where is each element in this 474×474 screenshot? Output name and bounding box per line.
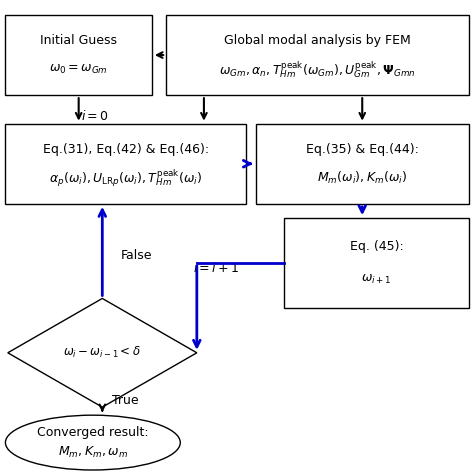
Text: $M_m(\omega_i), K_m(\omega_i)$: $M_m(\omega_i), K_m(\omega_i)$ — [317, 170, 407, 186]
Bar — [5, 124, 246, 204]
Text: $i = i+1$: $i = i+1$ — [192, 261, 239, 275]
Text: Eq. (45):: Eq. (45): — [349, 240, 403, 253]
Text: $\alpha_p(\omega_i), U_{\mathrm{LR}p}(\omega_i), T^{\mathrm{peak}}_{Hm}(\omega_i: $\alpha_p(\omega_i), U_{\mathrm{LR}p}(\o… — [49, 167, 202, 189]
Text: $\omega_0 = \omega_{Gm}$: $\omega_0 = \omega_{Gm}$ — [49, 63, 108, 76]
Text: $\omega_{i+1}$: $\omega_{i+1}$ — [361, 273, 392, 286]
Bar — [5, 15, 152, 95]
Text: Global modal analysis by FEM: Global modal analysis by FEM — [224, 34, 410, 47]
Text: $M_m, K_m, \omega_m$: $M_m, K_m, \omega_m$ — [58, 445, 128, 460]
Text: $\omega_{Gm}, \alpha_n, T^{\mathrm{peak}}_{Hm}(\omega_{Gm}), U^{\mathrm{peak}}_{: $\omega_{Gm}, \alpha_n, T^{\mathrm{peak}… — [219, 59, 416, 80]
Bar — [166, 15, 469, 95]
Text: Eq.(35) & Eq.(44):: Eq.(35) & Eq.(44): — [306, 143, 419, 156]
Bar — [284, 218, 469, 308]
Bar — [256, 124, 469, 204]
Text: Initial Guess: Initial Guess — [40, 34, 117, 47]
Text: False: False — [121, 249, 153, 263]
Text: Eq.(31), Eq.(42) & Eq.(46):: Eq.(31), Eq.(42) & Eq.(46): — [43, 143, 209, 156]
Text: $\omega_i - \omega_{i-1} < \delta$: $\omega_i - \omega_{i-1} < \delta$ — [64, 345, 141, 360]
Text: $i = 0$: $i = 0$ — [81, 109, 109, 124]
Text: Converged result:: Converged result: — [37, 427, 149, 439]
Text: True: True — [112, 393, 138, 407]
